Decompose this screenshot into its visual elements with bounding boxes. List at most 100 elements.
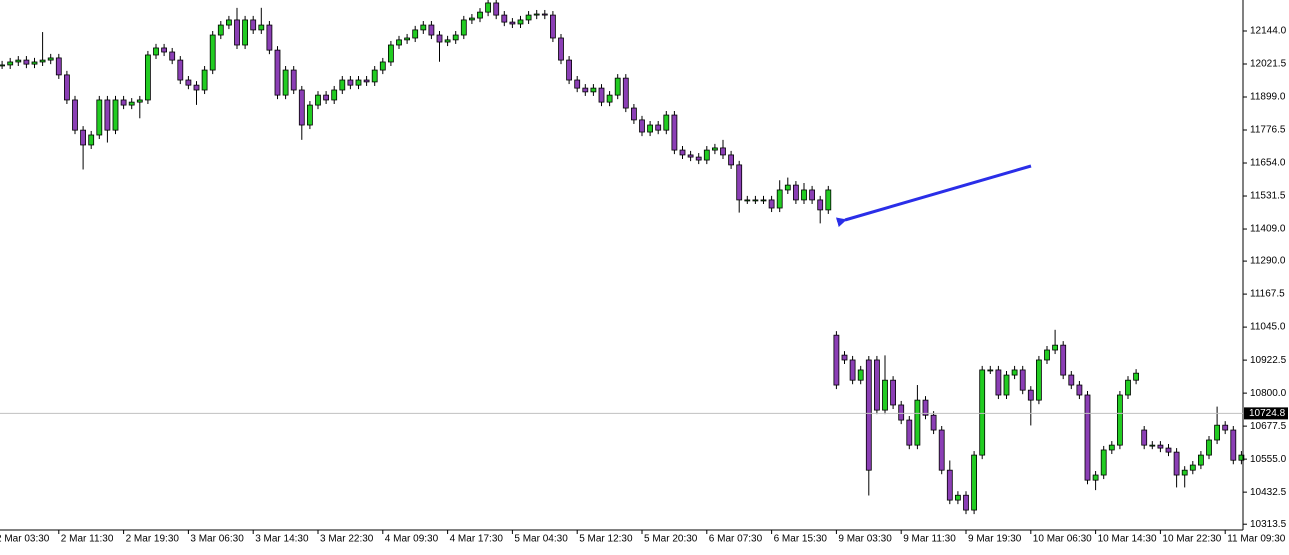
candle-body <box>882 379 888 411</box>
candle-body <box>379 61 386 71</box>
candle-body <box>55 57 62 76</box>
candle-body <box>412 29 419 39</box>
x-tick-label: 6 Mar 07:30 <box>709 534 763 545</box>
candle-body <box>1198 454 1204 466</box>
candle-body <box>72 99 78 131</box>
candle-body <box>64 74 70 101</box>
candle-body <box>39 59 46 63</box>
candle-body <box>720 147 726 156</box>
candle-body <box>485 2 492 13</box>
candle-body <box>1027 389 1034 401</box>
candle-body <box>468 17 475 21</box>
candle-body <box>1003 374 1010 396</box>
candle-body <box>857 369 864 381</box>
y-tick-label: 10555.0 <box>1250 454 1287 465</box>
candle-body <box>323 94 330 101</box>
candle-body <box>687 154 694 158</box>
x-tick-label: 3 Mar 14:30 <box>255 534 309 545</box>
candle-body <box>242 19 249 46</box>
y-tick-label: 11045.0 <box>1250 322 1286 333</box>
candle-body <box>679 149 686 156</box>
candle-body <box>590 87 597 93</box>
annotation-arrow <box>835 164 1032 228</box>
candle-body <box>914 399 921 446</box>
candle-body <box>817 199 824 211</box>
candle-body <box>1117 394 1123 446</box>
candle-body <box>0 64 5 67</box>
candle-body <box>209 34 216 71</box>
candle-body <box>963 494 969 511</box>
x-tick-label: 10 Mar 06:30 <box>1033 534 1092 545</box>
candle-body <box>1036 359 1042 401</box>
candle-body <box>177 59 184 81</box>
candle-body <box>1019 369 1026 391</box>
candle-body <box>1125 379 1131 396</box>
x-tick-label: 4 Mar 17:30 <box>450 534 504 545</box>
candle-body <box>217 24 224 36</box>
candle-body <box>906 419 913 446</box>
candle-body <box>258 24 265 31</box>
candle-body <box>606 94 613 103</box>
candle-body <box>760 199 767 202</box>
candle-body <box>339 79 346 91</box>
candle-body <box>922 399 929 416</box>
candle-body <box>541 13 548 16</box>
candle-body <box>250 19 257 31</box>
candle-body <box>1052 344 1058 351</box>
candle-body <box>1133 372 1139 381</box>
candle-body <box>955 494 961 501</box>
candle-body <box>809 189 815 201</box>
y-tick-label: 11290.0 <box>1250 256 1286 267</box>
x-tick-label: 4 Mar 09:30 <box>385 534 439 545</box>
candle-body <box>1076 384 1083 396</box>
candle-body <box>234 19 240 46</box>
candle-body <box>23 59 30 65</box>
candle-body <box>558 37 564 61</box>
candle-body <box>776 189 783 209</box>
y-tick-label: 11167.5 <box>1250 289 1285 300</box>
candle-body <box>1181 469 1188 476</box>
candle-body <box>428 24 435 36</box>
x-tick-label: 2 Mar 19:30 <box>126 534 180 545</box>
candle-body <box>703 149 710 161</box>
candle-body <box>112 99 119 131</box>
candle-body <box>306 104 313 126</box>
x-tick-label: 11 Mar 09:30 <box>1227 534 1286 545</box>
x-tick-label: 9 Mar 19:30 <box>968 534 1022 545</box>
candle-body <box>631 107 637 121</box>
candle-body <box>96 99 103 136</box>
candle-body <box>1092 474 1099 481</box>
candle-body <box>971 454 977 511</box>
candle-body <box>444 39 451 43</box>
candle-body <box>833 334 840 386</box>
x-tick-label: 3 Mar 06:30 <box>190 534 244 545</box>
x-tick-label: 10 Mar 22:30 <box>1162 534 1221 545</box>
candle-body <box>1100 449 1107 476</box>
y-tick-label: 10922.5 <box>1250 355 1287 366</box>
candle-body <box>493 2 500 16</box>
candle-body <box>104 99 111 131</box>
candle-body <box>1173 451 1180 476</box>
current-price-box <box>1244 407 1288 420</box>
candle-body <box>347 79 354 86</box>
candle-body <box>290 69 297 91</box>
candle-body <box>315 94 321 106</box>
candle-body <box>898 404 905 421</box>
y-tick-label: 10800.0 <box>1250 388 1287 399</box>
candle-body <box>387 44 394 63</box>
candle-body <box>282 69 289 96</box>
candle-body <box>153 47 159 56</box>
candle-body <box>1189 464 1196 471</box>
candle-body <box>987 369 994 372</box>
candle-body <box>396 39 402 46</box>
y-tick-label: 10432.5 <box>1250 487 1287 498</box>
x-tick-label: 2 Mar 03:30 <box>0 534 50 545</box>
candle-body <box>1044 349 1050 361</box>
candle-body <box>598 87 605 103</box>
candle-body <box>865 359 872 471</box>
candle-body <box>938 429 945 471</box>
candle-body <box>31 61 38 65</box>
candle-body <box>1060 344 1067 376</box>
